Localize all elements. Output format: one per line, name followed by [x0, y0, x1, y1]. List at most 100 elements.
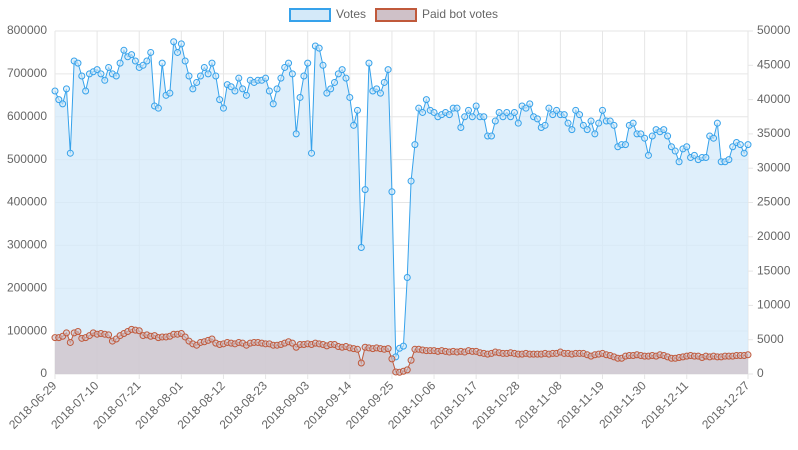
data-point — [422, 96, 430, 104]
data-point — [648, 132, 656, 140]
y2-tick-label: 50000 — [757, 23, 791, 37]
series-area — [55, 41, 748, 374]
data-point — [177, 40, 185, 48]
data-point — [415, 104, 423, 112]
data-point — [273, 85, 281, 93]
data-point — [242, 91, 250, 99]
data-point — [269, 100, 277, 108]
data-point — [499, 113, 507, 121]
data-point — [690, 151, 698, 159]
data-point — [549, 111, 557, 119]
data-point — [526, 100, 534, 108]
data-point — [472, 102, 480, 110]
data-point — [380, 78, 388, 86]
data-point — [338, 66, 346, 74]
data-point — [388, 188, 396, 196]
data-point — [710, 134, 718, 142]
data-point — [553, 106, 561, 114]
data-point — [541, 121, 549, 129]
data-point — [533, 115, 541, 123]
data-point — [154, 104, 162, 112]
data-point — [411, 141, 419, 149]
data-point — [342, 74, 350, 82]
legend-label: Votes — [336, 7, 366, 21]
data-point — [744, 351, 752, 359]
data-point — [357, 244, 365, 252]
data-point — [346, 93, 354, 101]
data-point — [457, 123, 465, 131]
data-point — [147, 48, 155, 56]
data-point — [740, 149, 748, 157]
data-point — [599, 106, 607, 114]
data-point — [403, 366, 411, 374]
data-point — [419, 108, 427, 116]
data-point — [327, 85, 335, 93]
data-point — [216, 96, 224, 104]
y2-tick-label: 0 — [757, 366, 764, 380]
data-point — [357, 359, 365, 367]
data-point — [675, 158, 683, 166]
data-point — [388, 355, 396, 363]
data-point — [158, 59, 166, 67]
data-point — [514, 119, 522, 127]
data-point — [403, 274, 411, 282]
data-point — [300, 72, 308, 80]
data-point — [131, 57, 139, 65]
data-point — [82, 87, 90, 95]
data-point — [606, 117, 614, 125]
data-point — [445, 111, 453, 119]
data-point — [128, 51, 136, 59]
x-tick-label: 2018-12-27 — [699, 378, 753, 432]
data-point — [62, 85, 70, 93]
series-area — [55, 329, 748, 374]
data-point — [74, 327, 82, 335]
data-point — [744, 141, 752, 149]
data-point — [170, 38, 178, 46]
y-tick-label: 100000 — [7, 323, 47, 337]
data-point — [304, 59, 312, 67]
data-point — [579, 121, 587, 129]
data-point — [491, 117, 499, 125]
data-point — [702, 153, 710, 161]
data-point — [430, 108, 438, 116]
data-point — [166, 89, 174, 97]
data-point — [660, 126, 668, 134]
data-point — [319, 61, 327, 69]
data-point — [193, 78, 201, 86]
data-point — [112, 72, 120, 80]
data-point — [239, 85, 247, 93]
data-point — [461, 113, 469, 121]
data-point — [196, 72, 204, 80]
data-point — [736, 141, 744, 149]
y-tick-label: 0 — [40, 366, 47, 380]
data-point — [644, 151, 652, 159]
data-point — [208, 59, 216, 67]
y2-tick-label: 40000 — [757, 92, 791, 106]
y2-tick-label: 5000 — [757, 332, 784, 346]
data-point — [465, 106, 473, 114]
data-point — [66, 149, 74, 157]
data-point — [330, 78, 338, 86]
data-point — [55, 96, 63, 104]
y2-tick-label: 35000 — [757, 126, 791, 140]
data-point — [97, 70, 105, 78]
data-point — [637, 130, 645, 138]
data-point — [323, 89, 331, 97]
data-point — [480, 113, 488, 121]
data-point — [629, 119, 637, 127]
data-point — [713, 119, 721, 127]
data-point — [384, 345, 392, 353]
y2-tick-label: 30000 — [757, 160, 791, 174]
data-point — [101, 76, 109, 84]
data-point — [59, 100, 67, 108]
y2-tick-label: 20000 — [757, 229, 791, 243]
data-point — [568, 126, 576, 134]
data-point — [212, 72, 220, 80]
y-tick-label: 500000 — [7, 152, 47, 166]
data-point — [143, 57, 151, 65]
data-point — [583, 126, 591, 134]
data-point — [407, 356, 415, 364]
data-point — [667, 143, 675, 151]
data-point — [576, 111, 584, 119]
data-point — [288, 70, 296, 78]
